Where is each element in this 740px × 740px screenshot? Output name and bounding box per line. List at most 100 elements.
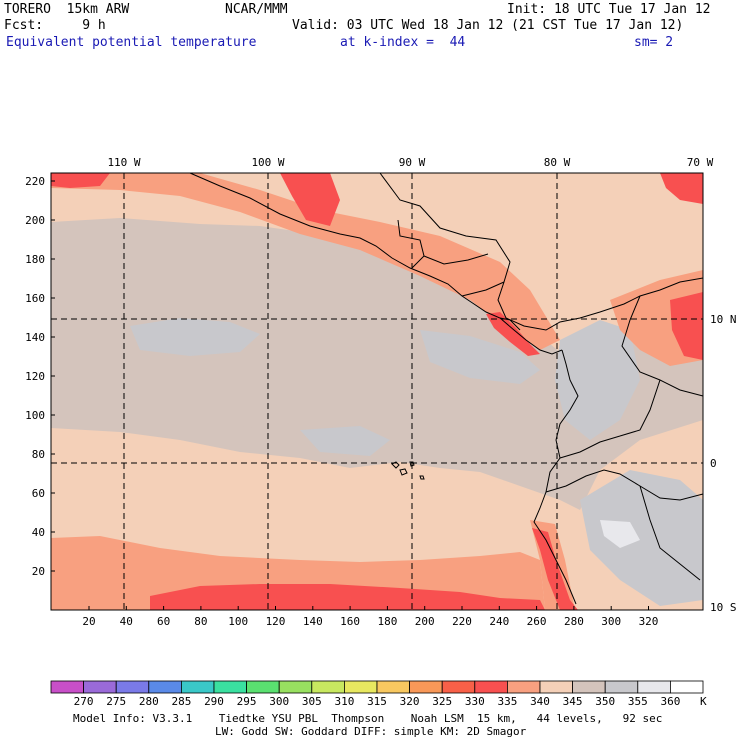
colorbar-label: 285 — [171, 695, 191, 708]
x-tick-label: 40 — [120, 615, 133, 628]
colorbar-swatch — [670, 680, 704, 694]
field-hot-south — [150, 584, 545, 610]
coast-mexico-central-america — [189, 172, 563, 355]
field-hot-northeast — [660, 173, 703, 204]
border-colombia-ecuador — [559, 435, 621, 459]
colorbar-label: 330 — [465, 695, 485, 708]
valid-time: Valid: 03 UTC Wed 18 Jan 12 (21 CST Tue … — [292, 18, 684, 33]
x-tick-label: 80 — [194, 615, 207, 628]
colorbar-label: 345 — [563, 695, 583, 708]
x-tick-label: 200 — [415, 615, 435, 628]
colorbar-label: 300 — [269, 695, 289, 708]
right-latitude-labels: 10 N 0 10 S — [710, 313, 737, 614]
x-tick-label: 100 — [228, 615, 248, 628]
border-ecuador-peru — [545, 469, 704, 501]
colorbar-label: 270 — [74, 695, 94, 708]
x-tick-label: 120 — [266, 615, 286, 628]
colorbar-label: 295 — [237, 695, 257, 708]
field-patch-350-e — [580, 470, 703, 606]
y-tick-label: 20 — [32, 565, 45, 578]
y-tick-label: 100 — [25, 409, 45, 422]
init-time: Init: 18 UTC Tue 17 Jan 12 — [507, 2, 711, 17]
colorbar-swatch — [148, 680, 182, 694]
colorbar-label: 305 — [302, 695, 322, 708]
colorbar-label: 325 — [432, 695, 452, 708]
lon-label: 90 W — [399, 156, 426, 169]
y-tick-label: 40 — [32, 526, 45, 539]
physics-info: LW: Godd SW: Goddard DIFF: simple KM: 2D… — [215, 725, 527, 738]
x-tick-label: 280 — [564, 615, 584, 628]
colorbar-swatch — [539, 680, 573, 694]
colorbar-swatch — [278, 680, 313, 694]
field-patch-350-b — [420, 330, 540, 384]
y-tick-label: 120 — [25, 370, 45, 383]
x-tick-label: 60 — [157, 615, 170, 628]
field-patch-350-d — [300, 426, 390, 456]
colorbar-swatch — [572, 680, 606, 694]
x-tick-label: 320 — [639, 615, 659, 628]
colorbar: 270 275 280 285 290 295 300 305 310 315 320 325 330 3… — [50, 680, 707, 708]
colorbar-swatch — [637, 680, 671, 694]
coastlines — [189, 172, 704, 605]
plot-frame — [50, 172, 704, 611]
model-title: TORERO 15km ARW — [4, 2, 130, 17]
field-hot-colombia — [670, 292, 703, 360]
colorbar-swatch — [441, 680, 476, 694]
border-peru-brazil — [639, 485, 701, 581]
y-tick-label: 60 — [32, 487, 45, 500]
colorbar-label: 355 — [628, 695, 648, 708]
colorbar-swatch — [343, 680, 378, 694]
model-info: Model Info: V3.3.1 Tiedtke YSU PBL Thomp… — [73, 712, 663, 725]
y-tick-label: 220 — [25, 175, 45, 188]
colorbar-swatch — [604, 680, 639, 694]
level-label: at k-index = 44 — [340, 35, 466, 50]
galapagos — [391, 461, 425, 480]
colorbar-label: 280 — [139, 695, 159, 708]
x-tick-label: 180 — [377, 615, 397, 628]
bottom-axis: 20 40 60 80 100 120 140 160 180 200 220 240 260 280 30… — [82, 606, 658, 628]
field-patch-350-c — [555, 320, 640, 440]
forecast-hour: Fcst: 9 h — [4, 18, 106, 33]
left-axis: 220 200 180 160 140 120 100 80 60 40 20 — [25, 175, 55, 578]
border-nicaragua — [461, 281, 505, 297]
smoothing-label: sm= 2 — [634, 35, 674, 50]
lat-label: 0 — [710, 457, 717, 470]
lon-label: 80 W — [544, 156, 571, 169]
field-hot-mexico — [280, 173, 340, 226]
colorbar-swatch — [311, 680, 345, 694]
colorbar-label: 310 — [334, 695, 354, 708]
border-colombia-venezuela — [621, 295, 704, 397]
x-tick-label: 20 — [82, 615, 95, 628]
graticule — [51, 173, 703, 610]
field-patch-350-a — [130, 318, 260, 356]
y-tick-label: 160 — [25, 292, 45, 305]
lat-label: 10 S — [710, 601, 737, 614]
colorbar-label: 360 — [660, 695, 680, 708]
x-tick-label: 140 — [303, 615, 323, 628]
field-patch-355 — [600, 520, 640, 548]
field-hot-northwest — [51, 173, 110, 188]
lon-label: 70 W — [687, 156, 714, 169]
x-tick-label: 240 — [489, 615, 509, 628]
lat-label: 10 N — [710, 313, 737, 326]
colorbar-swatch — [474, 680, 508, 694]
field-hot-costarica — [486, 312, 540, 356]
colorbar-label: 350 — [595, 695, 615, 708]
lon-label: 110 W — [107, 156, 140, 169]
colorbar-swatch — [180, 680, 215, 694]
colorbar-swatch — [506, 680, 541, 694]
colorbar-label: 320 — [400, 695, 420, 708]
colorbar-swatch — [409, 680, 443, 694]
colorbar-unit: K — [700, 695, 707, 708]
colorbar-label: 340 — [530, 695, 550, 708]
colorbar-swatch — [213, 680, 247, 694]
field-name: Equivalent potential temperature — [6, 35, 257, 50]
y-tick-label: 140 — [25, 331, 45, 344]
y-tick-label: 180 — [25, 253, 45, 266]
x-tick-label: 160 — [340, 615, 360, 628]
lon-label: 100 W — [251, 156, 284, 169]
y-tick-label: 200 — [25, 214, 45, 227]
colorbar-label: 335 — [497, 695, 517, 708]
colorbar-label: 275 — [106, 695, 126, 708]
